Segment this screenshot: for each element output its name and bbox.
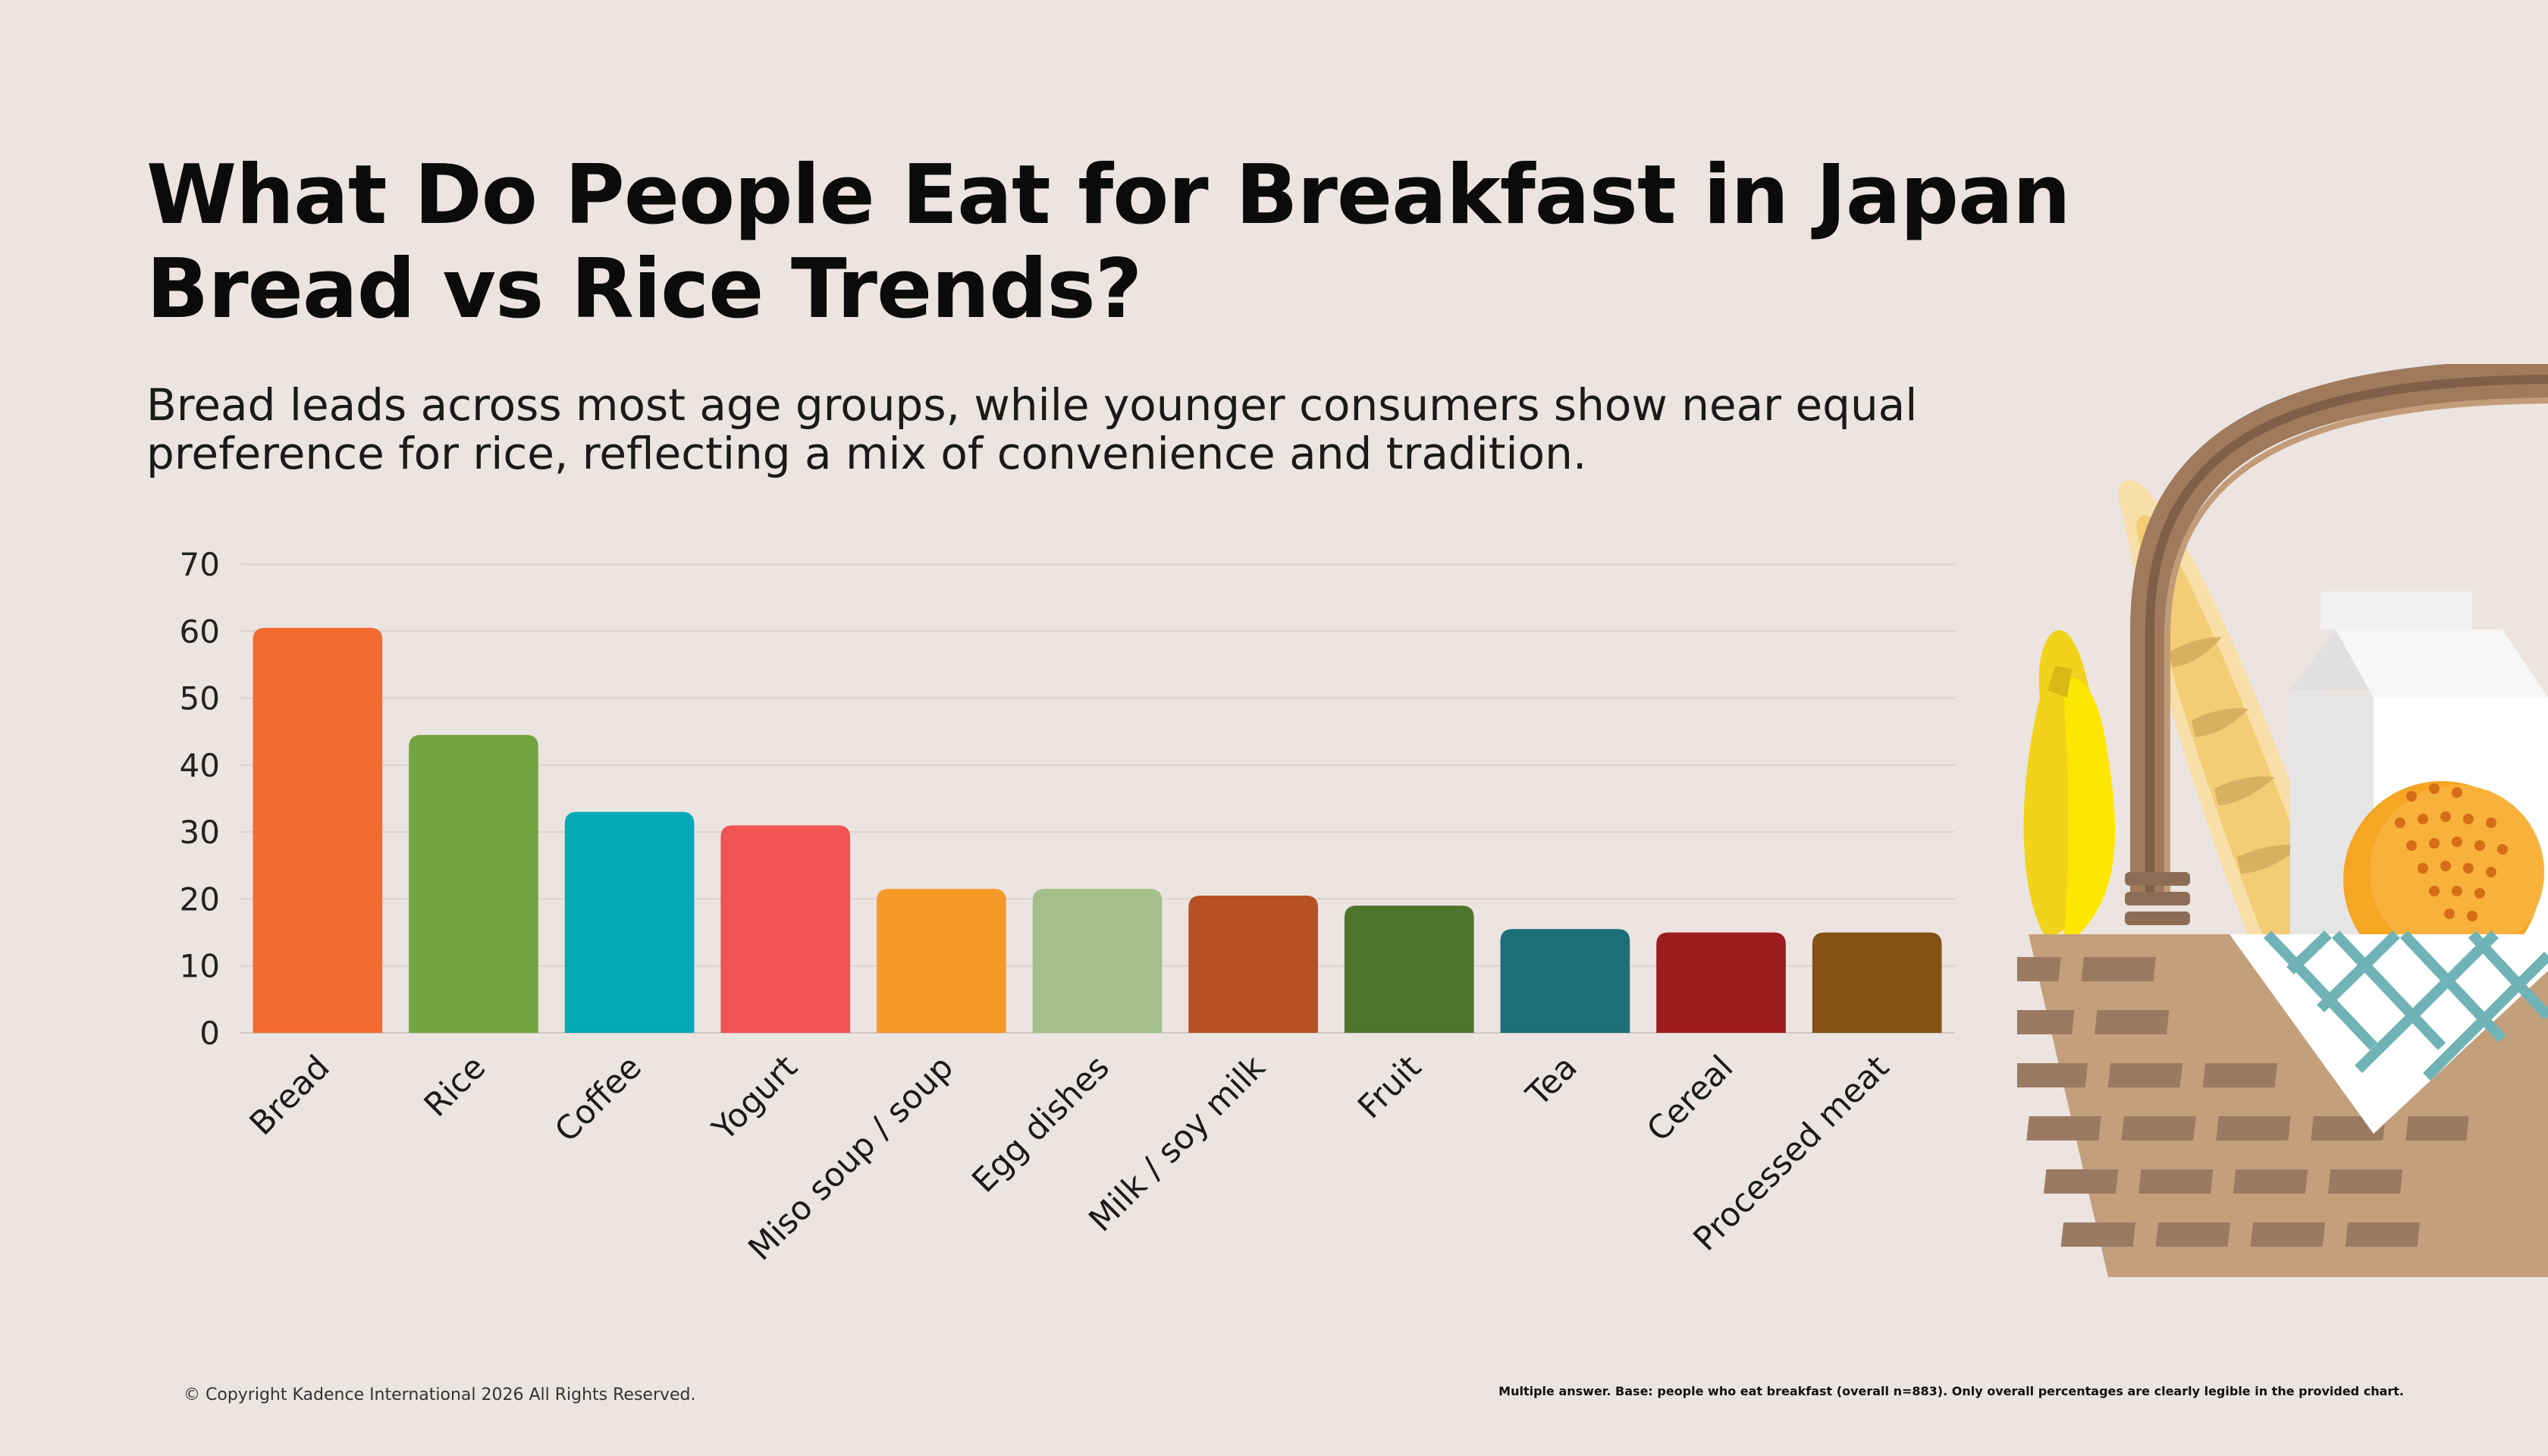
bar-fruit xyxy=(1344,905,1474,1033)
x-tick-label: Tea xyxy=(1519,1048,1585,1114)
x-tick-label: Cereal xyxy=(1640,1048,1740,1149)
y-tick-label: 60 xyxy=(180,613,220,650)
footnote-text: Multiple answer. Base: people who eat br… xyxy=(1498,1384,2404,1398)
y-tick-label: 70 xyxy=(180,546,220,583)
x-tick-label: Bread xyxy=(243,1048,337,1143)
y-tick-label: 40 xyxy=(180,747,220,784)
bar-rice xyxy=(409,735,538,1033)
x-tick-label: Egg dishes xyxy=(965,1048,1117,1200)
breakfast-basket-icon xyxy=(2017,364,2548,1277)
title-line-2: Bread vs Rice Trends? xyxy=(146,242,1142,337)
bar-bread xyxy=(253,627,383,1033)
title-line-1: What Do People Eat for Breakfast in Japa… xyxy=(146,148,2071,243)
y-tick-label: 20 xyxy=(180,880,220,918)
copyright-text: © Copyright Kadence International 2026 A… xyxy=(184,1385,696,1404)
y-tick-label: 30 xyxy=(180,814,220,851)
bar-processed-meat xyxy=(1812,932,1942,1033)
y-axis-ticks: 0 10 20 30 40 50 60 70 xyxy=(180,546,220,1052)
y-tick-label: 10 xyxy=(180,948,220,985)
bar-tea xyxy=(1500,929,1630,1033)
subtitle-line-1: Bread leads across most age groups, whil… xyxy=(146,379,1918,431)
orange-icon xyxy=(2343,781,2544,978)
bars xyxy=(253,627,1942,1033)
bar-cereal xyxy=(1656,932,1786,1033)
napkin-icon xyxy=(2230,930,2548,1134)
banana-icon xyxy=(2023,630,2116,948)
page-subtitle: Bread leads across most age groups, whil… xyxy=(146,381,1917,478)
bar-coffee xyxy=(564,811,695,1033)
bar-yogurt xyxy=(720,825,851,1033)
y-tick-label: 0 xyxy=(199,1015,220,1052)
basket-body-icon xyxy=(2017,934,2548,1277)
bar-miso-soup-soup xyxy=(877,889,1006,1033)
x-tick-label: Coffee xyxy=(548,1048,649,1150)
basket-handle-icon xyxy=(2125,364,2548,925)
x-tick-label: Rice xyxy=(417,1048,493,1124)
subtitle-line-2: preference for rice, reflecting a mix of… xyxy=(146,428,1587,479)
x-tick-label: Fruit xyxy=(1351,1048,1429,1126)
page-title: What Do People Eat for Breakfast in Japa… xyxy=(146,148,2071,337)
y-tick-label: 50 xyxy=(180,680,220,717)
bar-milk-soy-milk xyxy=(1188,896,1318,1033)
bar-egg-dishes xyxy=(1032,889,1163,1033)
x-tick-label: Yogurt xyxy=(704,1048,805,1148)
